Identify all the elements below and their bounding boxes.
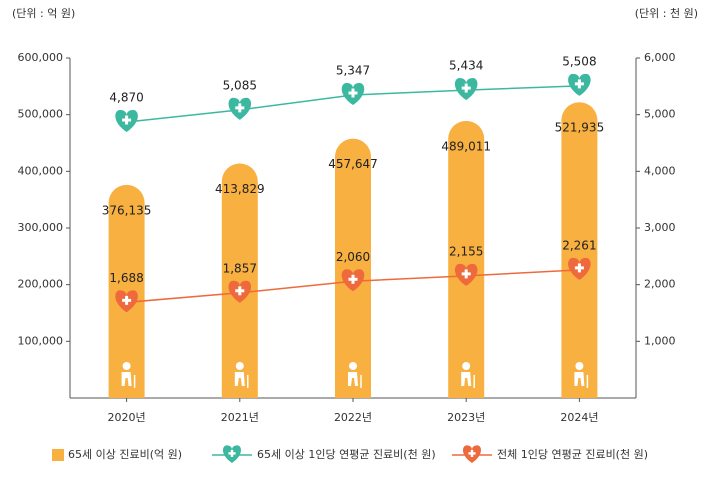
right-unit: (단위 : 천 원) [635,6,698,20]
legend-label: 전체 1인당 연평균 진료비(천 원) [497,447,648,461]
plus [468,452,476,455]
line-label: 5,085 [223,78,257,92]
y2-tick-label: 3,000 [644,221,676,234]
line-marker [115,109,138,133]
plus [122,118,132,122]
head [462,362,471,370]
y-tick-label: 500,000 [18,108,64,121]
line-label: 4,870 [109,91,143,105]
plus [235,106,245,110]
bar [561,102,598,399]
x-tick-label: 2020년 [108,411,146,424]
bar-label: 376,135 [102,203,152,217]
bar-label: 521,935 [555,121,605,135]
y-tick-label: 600,000 [18,51,64,64]
line-marker [454,263,478,286]
line-marker [454,78,478,101]
bar [448,120,485,398]
body [234,372,245,386]
line-marker [568,73,591,96]
y-tick-label: 400,000 [18,164,64,177]
x-tick-label: 2024년 [560,411,598,424]
y-tick-label: 100,000 [18,334,64,347]
y-tick-label: 200,000 [18,278,64,291]
plus [122,298,132,302]
body [574,372,585,386]
plus [574,82,584,86]
body [461,372,472,386]
y2-tick-label: 2,000 [644,278,676,291]
head [575,362,584,370]
body [121,372,132,386]
legend-label: 65세 이상 1인당 연평균 진료비(천 원) [257,447,436,461]
line-label: 2,155 [449,244,483,258]
body [348,372,358,386]
line-marker [568,257,591,280]
x-tick-label: 2023년 [447,411,485,424]
person-icon [121,362,136,388]
plus [574,266,584,270]
line-label: 1,857 [223,261,257,275]
person-icon [574,362,589,388]
x-tick-label: 2022년 [334,411,372,424]
line-label: 2,261 [562,238,596,252]
y-tick-label: 300,000 [18,221,64,234]
line-marker [341,269,365,292]
bar [335,138,371,399]
legend-marker [222,445,242,463]
line-label: 2,060 [336,250,370,264]
line-label: 5,347 [336,64,370,78]
line-marker [228,280,252,303]
line-label: 1,688 [109,271,143,285]
line-marker [115,290,138,313]
plus [348,277,358,281]
bar [108,184,145,398]
line-label: 5,434 [449,59,483,73]
bar-label: 457,647 [328,157,378,171]
plus [461,86,471,90]
head [349,362,357,370]
plus [228,452,236,455]
y2-tick-label: 5,000 [644,108,676,121]
y2-tick-label: 4,000 [644,164,676,177]
plus [235,289,245,293]
legend-label: 65세 이상 진료비(억 원) [68,448,182,461]
y2-tick-label: 1,000 [644,334,676,347]
bar-label: 489,011 [441,139,491,153]
line-marker [341,82,365,106]
legend-marker [462,445,482,463]
line-label: 5,508 [562,54,596,68]
plus [348,91,358,95]
head [122,362,131,370]
x-tick-label: 2021년 [221,411,259,424]
person-icon [348,362,362,388]
person-icon [234,362,249,388]
bar [221,163,258,398]
person-icon [461,362,475,388]
bar-label: 413,829 [215,182,265,196]
plus [461,272,471,276]
head [235,362,244,370]
line-marker [228,97,252,120]
y2-tick-label: 6,000 [644,51,676,64]
legend-swatch [52,449,64,461]
left-unit: (단위 : 억 원) [12,7,75,20]
